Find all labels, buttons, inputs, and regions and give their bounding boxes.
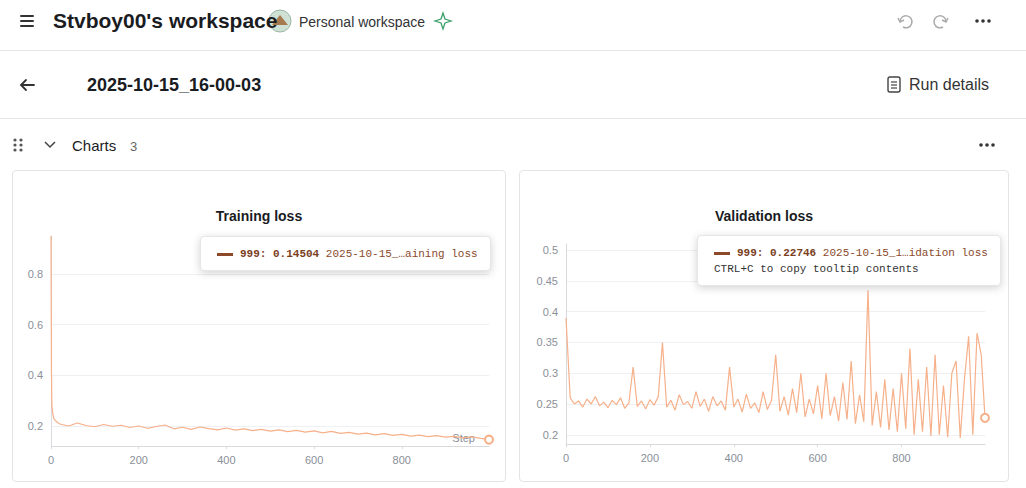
svg-text:200: 200 xyxy=(641,452,659,464)
svg-text:Training loss: Training loss xyxy=(216,208,303,224)
svg-text:800: 800 xyxy=(393,454,411,466)
html-text:0.22746 2025-10-15_1…idation l: 0.22746 2025-10-15_1…idation loss xyxy=(770,247,988,259)
html-text:3: 3 xyxy=(130,139,138,154)
html-text:CTRL+C to copy tooltip content: CTRL+C to copy tooltip contents xyxy=(714,263,919,275)
svg-text:200: 200 xyxy=(130,454,148,466)
svg-text:0.35: 0.35 xyxy=(537,336,558,348)
svg-text:0.2: 0.2 xyxy=(543,429,558,441)
svg-text:400: 400 xyxy=(725,452,743,464)
svg-text:0.3: 0.3 xyxy=(543,367,558,379)
svg-text:0: 0 xyxy=(48,454,54,466)
svg-text:600: 600 xyxy=(305,454,323,466)
html-text:Charts: Charts xyxy=(72,137,117,154)
html-text:0.14504 2025-10-15_…aining los: 0.14504 2025-10-15_…aining loss xyxy=(273,248,478,260)
html-text:Run details: Run details xyxy=(909,76,989,93)
svg-text:400: 400 xyxy=(217,454,235,466)
html-text:999:: 999: xyxy=(240,248,267,260)
svg-text:0.5: 0.5 xyxy=(543,244,558,256)
svg-text:0.45: 0.45 xyxy=(537,275,558,287)
svg-text:0.8: 0.8 xyxy=(28,268,43,280)
html-text:999:: 999: xyxy=(737,247,764,259)
svg-text:600: 600 xyxy=(808,452,826,464)
svg-text:800: 800 xyxy=(892,452,910,464)
svg-text:Validation loss: Validation loss xyxy=(715,208,813,224)
svg-text:0.2: 0.2 xyxy=(28,420,43,432)
html-text:Personal workspace: Personal workspace xyxy=(299,14,426,30)
svg-text:0.4: 0.4 xyxy=(543,306,558,318)
svg-text:0.6: 0.6 xyxy=(28,319,43,331)
svg-text:0.4: 0.4 xyxy=(28,369,43,381)
svg-text:0.25: 0.25 xyxy=(537,398,558,410)
svg-text:Step: Step xyxy=(452,431,475,444)
html-text:Stvboy00's workspace: Stvboy00's workspace xyxy=(53,9,278,32)
svg-text:0: 0 xyxy=(563,452,569,464)
html-text:2025-10-15_16-00-03: 2025-10-15_16-00-03 xyxy=(87,75,262,95)
